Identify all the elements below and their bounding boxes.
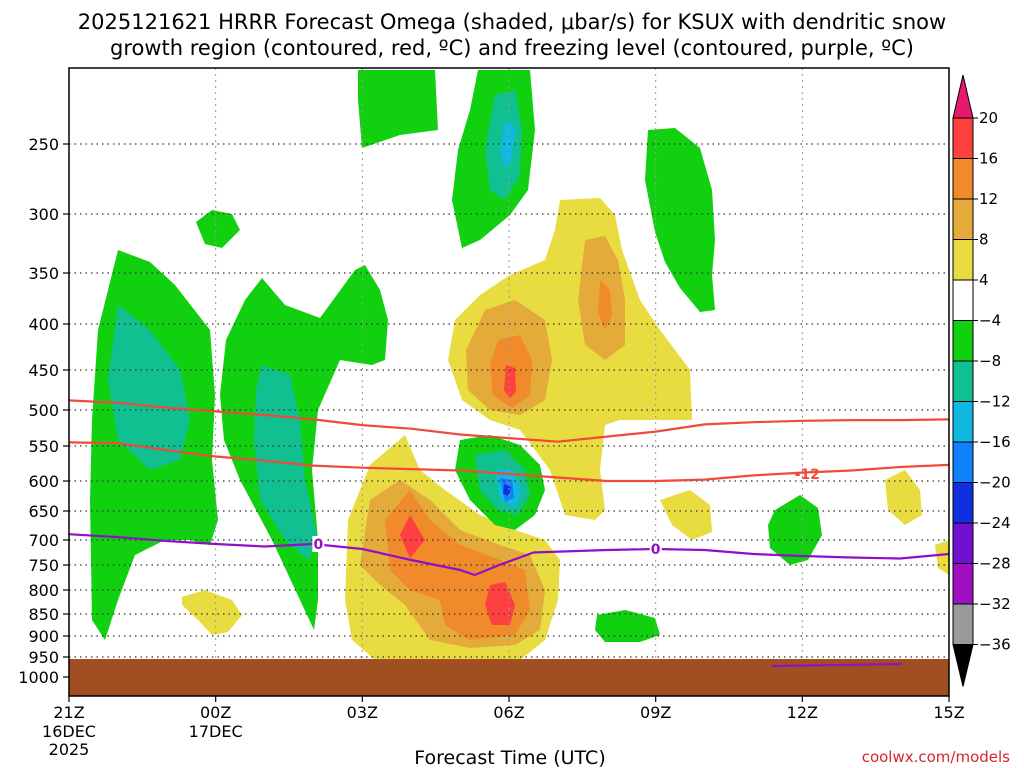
- y-tick-label: 250: [28, 135, 59, 154]
- omega-area-green: [595, 610, 660, 642]
- colorbar-label: −28: [979, 555, 1011, 573]
- credit-link[interactable]: coolwx.com/models: [862, 748, 1010, 766]
- y-tick-label: 850: [28, 605, 59, 624]
- omega-area-red: [504, 365, 516, 398]
- contour-dgz-bottom: [68, 441, 950, 483]
- colorbar-label: −24: [979, 514, 1011, 532]
- y-tick-label: 650: [28, 502, 59, 521]
- y-tick-label: 600: [28, 472, 59, 491]
- x-tick-label-date: 17DEC: [189, 722, 243, 741]
- contour-label-bg: [649, 541, 662, 557]
- omega-area-green: [220, 265, 388, 630]
- colorbar-swatch: [952, 360, 974, 402]
- omega-area-green: [358, 70, 438, 148]
- x-tick-label: 12Z: [787, 703, 818, 722]
- colorbar-swatch: [952, 522, 974, 564]
- y-tick-label: 300: [28, 205, 59, 224]
- colorbar-label: 20: [979, 109, 998, 127]
- x-tick-label: 21Z: [53, 703, 84, 722]
- y-tick-label: 1000: [18, 668, 59, 687]
- x-tick-label: 06Z: [493, 703, 524, 722]
- omega-area-green: [768, 495, 822, 565]
- chart-title-line2: growth region (contoured, red, ºC) and f…: [110, 36, 914, 60]
- contour-label-bg: [312, 536, 325, 552]
- colorbar-cap-top: [952, 74, 974, 119]
- colorbar-label: −8: [979, 352, 1001, 370]
- colorbar-label: −12: [979, 393, 1011, 411]
- y-tick-label: 950: [28, 648, 59, 667]
- colorbar-swatch: [952, 401, 974, 443]
- colorbar-swatch: [952, 117, 974, 159]
- contour-freezing-level: [68, 533, 950, 577]
- x-tick-label: 09Z: [640, 703, 671, 722]
- colorbar-label: −32: [979, 595, 1011, 613]
- y-tick-label: 800: [28, 581, 59, 600]
- colorbar-label: −16: [979, 433, 1011, 451]
- colorbar-swatch: [952, 239, 974, 281]
- omega-area-yellow: [660, 490, 712, 540]
- colorbar-label: −20: [979, 474, 1011, 492]
- contour-label-freezing: 0: [651, 542, 661, 558]
- contour-lines: -12 0 0: [68, 399, 950, 668]
- colorbar-swatch: [952, 198, 974, 240]
- colorbar-swatch: [952, 320, 974, 362]
- colorbar-swatch: [952, 603, 974, 645]
- y-tick-label: 500: [28, 401, 59, 420]
- x-axis-label: Forecast Time (UTC): [414, 747, 605, 768]
- contour-dgz-top: [68, 399, 950, 443]
- colorbar-swatch: [952, 441, 974, 483]
- chart-title-line1: 2025121621 HRRR Forecast Omega (shaded, …: [78, 10, 946, 34]
- colorbar-label: 4: [979, 271, 989, 289]
- colorbar-label: 16: [979, 150, 998, 168]
- omega-area-orange: [598, 280, 612, 330]
- colorbar-swatch: [952, 158, 974, 200]
- omega-area-yellow: [182, 590, 242, 635]
- colorbar-label: 8: [979, 231, 989, 249]
- colorbar-swatch: [952, 482, 974, 524]
- x-tick-label-date: 16DEC: [42, 722, 96, 741]
- omega-area-cyan: [500, 120, 516, 168]
- omega-area-yellow: [935, 540, 949, 575]
- colorbar-cap-bottom: [952, 644, 974, 687]
- y-axis: 250 300 350 400 450 500 550 600 650 700 750 800 850 9…: [18, 135, 69, 687]
- y-tick-label: 400: [28, 315, 59, 334]
- omega-area-green: [196, 210, 240, 248]
- y-tick-label: 450: [28, 361, 59, 380]
- y-tick-label: 700: [28, 531, 59, 550]
- x-tick-label-year: 2025: [49, 740, 90, 759]
- y-tick-label: 750: [28, 556, 59, 575]
- colorbar-swatch: [952, 279, 974, 321]
- x-tick-label: 03Z: [347, 703, 378, 722]
- colorbar: 20 16 12 8 4 −4 −8 −12 −16 −20 −24 −28 −32 −36: [952, 74, 1011, 687]
- colorbar-label: 12: [979, 190, 998, 208]
- omega-area-red: [400, 515, 425, 558]
- colorbar-label: −36: [979, 636, 1011, 654]
- y-tick-label: 900: [28, 627, 59, 646]
- colorbar-swatch: [952, 563, 974, 605]
- x-tick-label: 00Z: [200, 703, 231, 722]
- omega-area-darkblue: [503, 484, 511, 496]
- contour-freezing-surface: [771, 662, 903, 668]
- omega-area-green: [645, 128, 715, 312]
- contour-label-freezing: 0: [313, 537, 323, 553]
- y-tick-label: 550: [28, 437, 59, 456]
- x-tick-label: 15Z: [933, 703, 964, 722]
- y-tick-label: 350: [28, 264, 59, 283]
- omega-area-teal: [108, 305, 190, 470]
- contour-label-dgz: -12: [795, 467, 820, 483]
- colorbar-label: −4: [979, 312, 1001, 330]
